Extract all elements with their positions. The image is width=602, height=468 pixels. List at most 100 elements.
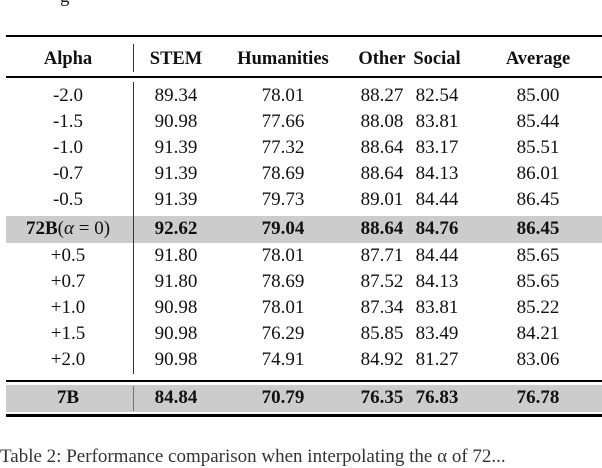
cell-average: 86.01 — [516, 163, 560, 184]
table-caption: Table 2: Performance comparison when int… — [0, 446, 506, 467]
cell-other: 84.92 — [360, 349, 404, 370]
table-row: -2.0 89.34 78.01 88.27 82.54 85.00 — [0, 83, 602, 109]
cell-stem: 89.34 — [154, 85, 198, 106]
table-row-7b: 7B 84.84 70.79 76.35 76.83 76.78 — [0, 385, 602, 411]
cell-social: 83.49 — [415, 323, 459, 344]
cell-average: 85.00 — [516, 85, 560, 106]
cell-other: 88.64 — [360, 163, 404, 184]
cell-alpha: +0.5 — [50, 245, 86, 266]
cell-stem: 91.39 — [154, 163, 198, 184]
cell-social: 84.76 — [415, 218, 459, 239]
cell-humanities: 78.69 — [261, 271, 305, 292]
table-row: +2.0 90.98 74.91 84.92 81.27 83.06 — [0, 347, 602, 373]
cell-alpha: 72B(α = 0) — [25, 218, 111, 239]
table-row: -1.5 90.98 77.66 88.08 83.81 85.44 — [0, 109, 602, 135]
cell-average: 85.44 — [516, 111, 560, 132]
cell-social: 84.44 — [415, 245, 459, 266]
cell-humanities: 78.01 — [261, 85, 305, 106]
cell-other: 85.85 — [360, 323, 404, 344]
table-header-row: Alpha STEM Humanities Other Social Avera… — [0, 46, 602, 72]
cell-social: 82.54 — [415, 85, 459, 106]
body-column-divider — [133, 82, 134, 374]
cell-average: 85.51 — [516, 137, 560, 158]
alpha-symbol: α — [63, 218, 74, 239]
cell-humanities: 77.32 — [261, 137, 305, 158]
cell-other: 88.08 — [360, 111, 404, 132]
cell-average: 83.06 — [516, 349, 560, 370]
header-average: Average — [505, 49, 571, 69]
cell-average: 84.21 — [516, 323, 560, 344]
cell-average: 85.65 — [516, 245, 560, 266]
cell-other: 88.27 — [360, 85, 404, 106]
cell-other: 88.64 — [360, 137, 404, 158]
cell-humanities: 78.69 — [261, 163, 305, 184]
cell-other: 89.01 — [360, 189, 404, 210]
cell-average: 86.45 — [516, 189, 560, 210]
header-other: Other — [358, 49, 406, 69]
cell-stem: 91.39 — [154, 189, 198, 210]
bottom-rule — [6, 414, 602, 417]
model-label: 72B — [25, 218, 58, 239]
cell-social: 84.13 — [415, 271, 459, 292]
separator-rule — [6, 380, 602, 382]
cell-alpha: +2.0 — [50, 349, 86, 370]
cell-alpha: -0.7 — [52, 163, 84, 184]
header-alpha: Alpha — [43, 49, 93, 69]
cell-stem: 91.80 — [154, 245, 198, 266]
cell-social: 84.44 — [415, 189, 459, 210]
cell-average: 85.22 — [516, 297, 560, 318]
cropped-text-fragment: g — [60, 0, 70, 8]
cell-alpha: -0.5 — [52, 189, 84, 210]
cell-humanities: 74.91 — [261, 349, 305, 370]
cell-alpha: +1.5 — [50, 323, 86, 344]
table-row: +0.7 91.80 78.69 87.52 84.13 85.65 — [0, 269, 602, 295]
cell-alpha: +0.7 — [50, 271, 86, 292]
table-row: +1.0 90.98 78.01 87.34 83.81 85.22 — [0, 295, 602, 321]
cell-other: 88.64 — [360, 218, 404, 239]
cell-humanities: 79.73 — [261, 189, 305, 210]
header-stem: STEM — [149, 49, 203, 69]
footer-column-divider — [133, 386, 134, 411]
cell-humanities: 78.01 — [261, 245, 305, 266]
cell-alpha: -2.0 — [52, 85, 84, 106]
top-rule — [6, 35, 602, 37]
cell-alpha: +1.0 — [50, 297, 86, 318]
table-row: -1.0 91.39 77.32 88.64 83.17 85.51 — [0, 135, 602, 161]
cell-stem: 91.80 — [154, 271, 198, 292]
cell-alpha: 7B — [56, 387, 80, 408]
cell-other: 87.71 — [360, 245, 404, 266]
cell-humanities: 78.01 — [261, 297, 305, 318]
cell-average: 85.65 — [516, 271, 560, 292]
cell-stem: 90.98 — [154, 297, 198, 318]
cell-other: 87.34 — [360, 297, 404, 318]
header-humanities: Humanities — [237, 49, 329, 69]
cell-humanities: 77.66 — [261, 111, 305, 132]
cell-alpha: -1.0 — [52, 137, 84, 158]
cell-average: 76.78 — [516, 387, 560, 408]
header-column-divider — [133, 44, 134, 72]
cell-humanities: 76.29 — [261, 323, 305, 344]
table-row: +1.5 90.98 76.29 85.85 83.49 84.21 — [0, 321, 602, 347]
cell-humanities: 70.79 — [261, 387, 305, 408]
table-row-72b-baseline: 72B(α = 0) 92.62 79.04 88.64 84.76 86.45 — [0, 216, 602, 242]
mid-rule — [6, 76, 602, 78]
cell-other: 87.52 — [360, 271, 404, 292]
cell-humanities: 79.04 — [261, 218, 305, 239]
table-row: -0.7 91.39 78.69 88.64 84.13 86.01 — [0, 161, 602, 187]
cell-alpha: -1.5 — [52, 111, 84, 132]
cell-social: 81.27 — [415, 349, 459, 370]
cell-social: 84.13 — [415, 163, 459, 184]
cell-social: 83.81 — [415, 111, 459, 132]
highlight-band-72b — [6, 216, 602, 243]
cell-stem: 91.39 — [154, 137, 198, 158]
cell-stem: 92.62 — [154, 218, 198, 239]
cell-stem: 90.98 — [154, 349, 198, 370]
cell-average: 86.45 — [516, 218, 560, 239]
cell-other: 76.35 — [360, 387, 404, 408]
table-row: +0.5 91.80 78.01 87.71 84.44 85.65 — [0, 243, 602, 269]
cell-stem: 90.98 — [154, 111, 198, 132]
cell-social: 83.81 — [415, 297, 459, 318]
cell-social: 76.83 — [415, 387, 459, 408]
table-row: -0.5 91.39 79.73 89.01 84.44 86.45 — [0, 187, 602, 213]
highlight-band-7b — [6, 385, 602, 412]
